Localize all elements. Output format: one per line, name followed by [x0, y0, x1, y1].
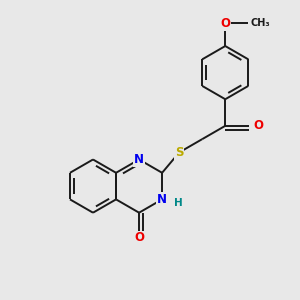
- Text: N: N: [134, 153, 144, 166]
- Text: N: N: [157, 193, 167, 206]
- Text: O: O: [254, 119, 263, 132]
- Text: O: O: [220, 17, 230, 30]
- Text: O: O: [134, 232, 144, 244]
- Text: S: S: [175, 146, 184, 159]
- Text: H: H: [173, 198, 182, 208]
- Text: CH₃: CH₃: [251, 18, 270, 28]
